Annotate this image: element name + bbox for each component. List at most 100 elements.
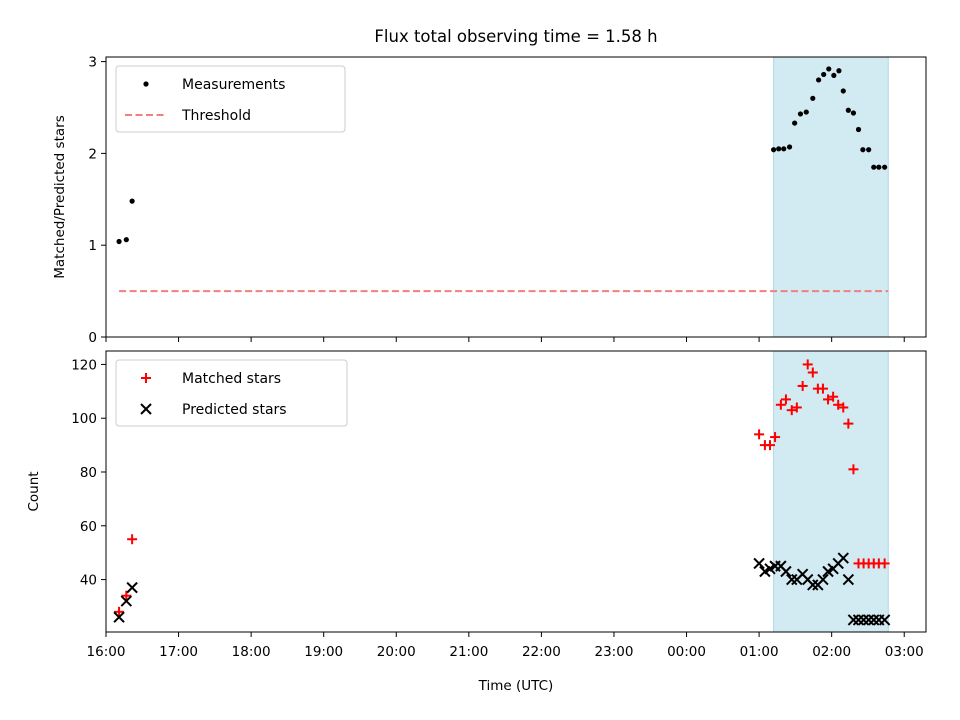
predicted-point bbox=[817, 573, 829, 586]
y-tick-label: 40 bbox=[80, 573, 97, 589]
x-axis-label: Time (UTC) bbox=[478, 678, 554, 694]
measurement-point bbox=[771, 147, 777, 153]
chart-title: Flux total observing time = 1.58 h bbox=[374, 27, 657, 46]
matched-point bbox=[823, 394, 834, 405]
x-tick-label: 19:00 bbox=[304, 644, 343, 660]
matched-point bbox=[828, 391, 839, 402]
measurement-point bbox=[816, 77, 822, 83]
measurement-point bbox=[129, 198, 135, 204]
y-axis-label: Matched/Predicted stars bbox=[52, 115, 68, 278]
matched-point bbox=[833, 399, 844, 410]
matched-point bbox=[791, 402, 802, 413]
highlight-span bbox=[773, 350, 889, 633]
predicted-point bbox=[126, 581, 138, 594]
predicted-point bbox=[120, 595, 133, 607]
predicted-point-b bbox=[753, 557, 765, 570]
x-tick-label: 21:00 bbox=[449, 644, 488, 660]
highlight-span bbox=[773, 56, 889, 338]
measurement-point bbox=[866, 147, 872, 153]
predicted-point-b bbox=[852, 614, 865, 626]
predicted-point bbox=[753, 557, 765, 570]
y-tick-label: 1 bbox=[88, 238, 97, 254]
matched-point bbox=[780, 394, 791, 405]
legend-box bbox=[115, 65, 346, 133]
legend-box bbox=[115, 359, 348, 427]
predicted-point-b bbox=[802, 573, 814, 586]
y-tick-label: 80 bbox=[80, 465, 97, 481]
matched-point bbox=[879, 558, 890, 569]
predicted-point-b bbox=[780, 565, 792, 578]
measurement-point bbox=[836, 68, 842, 74]
predicted-point-b bbox=[862, 614, 875, 626]
predicted-point bbox=[842, 573, 855, 586]
bottom-panel: 40 60 80 100 120 16:00 17:00 18:00 19:00 20:00 21:… bbox=[26, 350, 927, 694]
predicted-point-b bbox=[120, 595, 133, 607]
predicted-point-b bbox=[857, 614, 870, 626]
matched-point bbox=[127, 534, 138, 545]
x-tick-label: 23:00 bbox=[595, 644, 634, 660]
measurement-point bbox=[797, 111, 804, 117]
x-tick-label: 22:00 bbox=[522, 644, 561, 660]
matched-point bbox=[797, 380, 808, 391]
predicted-point-b bbox=[796, 568, 809, 580]
measurement-point bbox=[882, 164, 888, 170]
series-predicted-stars bbox=[113, 552, 891, 626]
y-tick-label: 3 bbox=[88, 55, 97, 71]
matched-point bbox=[121, 590, 132, 601]
x-tick-label: 17:00 bbox=[159, 644, 198, 660]
matched-point bbox=[843, 418, 854, 429]
x-tick-label: 03:00 bbox=[885, 644, 924, 660]
predicted-point bbox=[780, 565, 792, 578]
x-tick-label: 01:00 bbox=[740, 644, 779, 660]
measurement-point bbox=[786, 144, 793, 150]
y-tick-label: 60 bbox=[80, 519, 97, 535]
top-panel: 0 1 2 3 Matched/Predicted stars Measurements T… bbox=[52, 55, 927, 346]
x-tick-label: 00:00 bbox=[667, 644, 706, 660]
predicted-point-b bbox=[817, 573, 829, 586]
measurement-point bbox=[871, 164, 877, 170]
predicted-point-b bbox=[837, 552, 849, 564]
matched-point bbox=[817, 383, 828, 394]
legend-label: Threshold bbox=[181, 108, 251, 124]
matched-point bbox=[802, 359, 813, 370]
predicted-point bbox=[852, 614, 865, 626]
matched-point bbox=[764, 440, 775, 451]
measurement-point bbox=[781, 146, 787, 152]
predicted-point-b bbox=[126, 581, 138, 594]
matched-point bbox=[770, 432, 781, 443]
measurement-point bbox=[792, 120, 798, 126]
measurement-point bbox=[821, 71, 827, 78]
measurement-point bbox=[831, 72, 837, 78]
axes-frame bbox=[105, 350, 927, 633]
measurement-point bbox=[855, 126, 862, 133]
measurement-point bbox=[776, 146, 782, 152]
y-tick-label: 120 bbox=[71, 357, 97, 373]
measurement-point bbox=[850, 110, 857, 116]
measurement-point bbox=[116, 238, 122, 245]
matched-point bbox=[754, 429, 765, 440]
predicted-point bbox=[807, 579, 819, 591]
measurement-point bbox=[826, 66, 832, 72]
x-tick-label: 16:00 bbox=[87, 644, 126, 660]
series-matched-stars bbox=[114, 359, 890, 617]
predicted-point-b bbox=[113, 611, 125, 623]
legend: Matched stars Predicted stars bbox=[115, 359, 348, 427]
predicted-point bbox=[868, 614, 880, 626]
measurement-point bbox=[876, 164, 882, 170]
legend-label: Predicted stars bbox=[182, 402, 287, 418]
legend: Measurements Threshold bbox=[115, 65, 346, 133]
predicted-point-b bbox=[868, 614, 880, 626]
legend-label: Matched stars bbox=[182, 371, 281, 387]
legend-dot-marker bbox=[143, 81, 149, 87]
x-tick-label: 02:00 bbox=[812, 644, 851, 660]
x-tick-label: 18:00 bbox=[232, 644, 271, 660]
predicted-point-b bbox=[842, 573, 855, 586]
matched-point bbox=[114, 606, 125, 617]
predicted-point bbox=[786, 573, 798, 586]
predicted-point-b bbox=[807, 579, 819, 591]
x-tick-label: 20:00 bbox=[377, 644, 416, 660]
legend-x-marker bbox=[140, 403, 152, 415]
measurement-point bbox=[123, 237, 129, 243]
legend-label: Measurements bbox=[182, 77, 285, 93]
